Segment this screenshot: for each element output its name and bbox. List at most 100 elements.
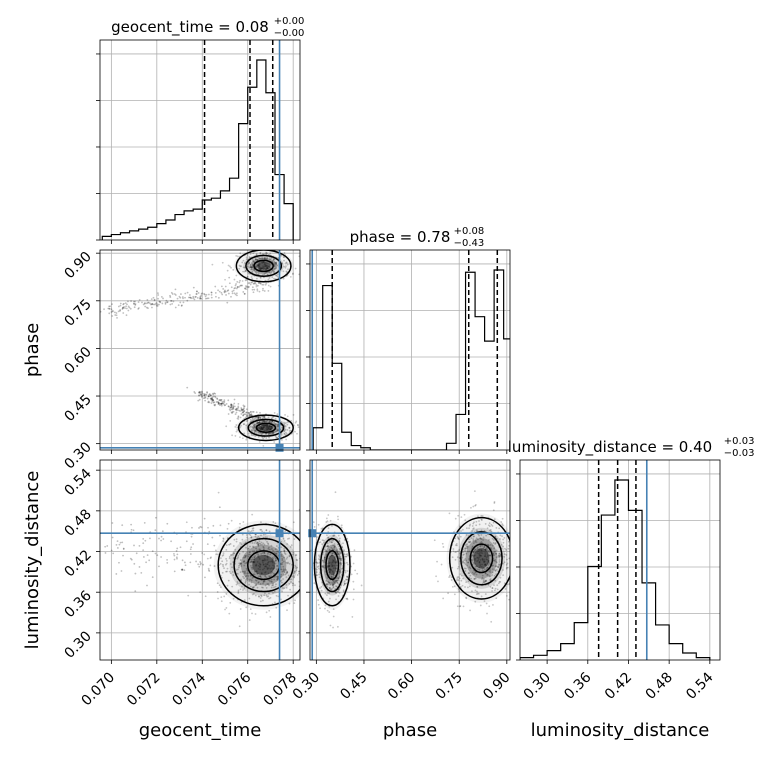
sample-point [337,515,339,518]
sample-point [147,307,149,310]
sample-point [248,551,251,554]
ytick-label: 0.75 [61,296,94,329]
sample-point [461,528,464,531]
sample-point [174,306,177,309]
sample-point [495,561,498,564]
sample-point [271,560,274,563]
contour-line [448,516,510,600]
sample-point [284,571,286,574]
panel-frame [309,249,511,451]
sample-point [211,398,214,401]
sample-point [326,565,329,568]
sample-point [302,568,304,570]
sample-point [173,570,176,573]
sample-point [456,567,459,570]
sample-point [252,527,255,530]
sample-point [478,554,481,557]
sample-point [276,577,279,579]
sample-point [253,418,256,421]
sample-point [220,399,222,401]
sample-point [329,571,332,573]
sample-point [500,543,503,546]
sample-point [251,286,254,289]
sample-point [477,538,479,541]
sample-point [225,294,227,296]
sample-point [270,575,272,577]
sample-point [291,575,293,578]
sample-point [259,411,261,414]
sample-point [179,301,182,304]
sample-point [486,552,489,554]
sample-point [232,545,235,547]
sample-point [301,552,303,554]
panel-frame [99,459,301,661]
sample-point [257,247,259,249]
sample-point [257,542,260,545]
sample-point [327,537,329,539]
sample-point [460,574,463,577]
sample-point [271,420,273,423]
sample-point [232,556,235,559]
sample-point [256,288,259,291]
sample-point [269,432,272,435]
sample-point [253,558,256,561]
sample-point [236,417,239,420]
sample-point [251,429,253,431]
sample-point [346,554,349,557]
sample-point [266,264,268,267]
sample-point [261,552,264,554]
sample-point [276,564,279,567]
sample-point [294,421,297,424]
sample-point [254,266,257,268]
sample-point [166,522,169,525]
sample-point [228,543,231,546]
sample-point [325,582,328,585]
sample-point [268,579,271,582]
sample-point [230,404,233,407]
sample-point [468,566,471,569]
sample-point [219,524,222,527]
sample-point [112,309,114,312]
sample-point [489,579,491,581]
sample-point [266,583,269,585]
contour-line [255,422,277,433]
sample-point [193,298,196,301]
sample-point [118,561,120,564]
sample-point [269,420,271,423]
density-block [318,534,346,596]
panel-frame [99,249,301,451]
sample-point [264,261,267,264]
sample-point [242,521,245,523]
sample-point [328,587,331,590]
sample-point [229,554,232,557]
sample-point [169,303,172,306]
sample-point [125,305,127,308]
sample-point [506,566,509,569]
sample-point [261,428,264,431]
sample-point [465,527,468,530]
sample-point [199,525,202,528]
sample-point [496,588,499,591]
sample-point [257,581,260,584]
sample-point [266,555,269,558]
sample-point [302,571,304,573]
sample-point [251,258,254,261]
sample-point [489,586,492,588]
sample-point [173,293,176,295]
sample-point [264,424,267,427]
sample-point [288,582,291,585]
sample-point [319,607,322,610]
sample-point [260,433,263,436]
sample-point [207,569,210,572]
sample-point [474,551,477,554]
sample-point [328,570,331,573]
sample-point [268,597,270,600]
sample-point [241,261,244,264]
sample-point [483,580,486,583]
sample-point [262,561,264,564]
sample-point [467,572,470,575]
sample-point [206,543,209,546]
sample-point [459,605,462,607]
sample-point [260,268,262,271]
